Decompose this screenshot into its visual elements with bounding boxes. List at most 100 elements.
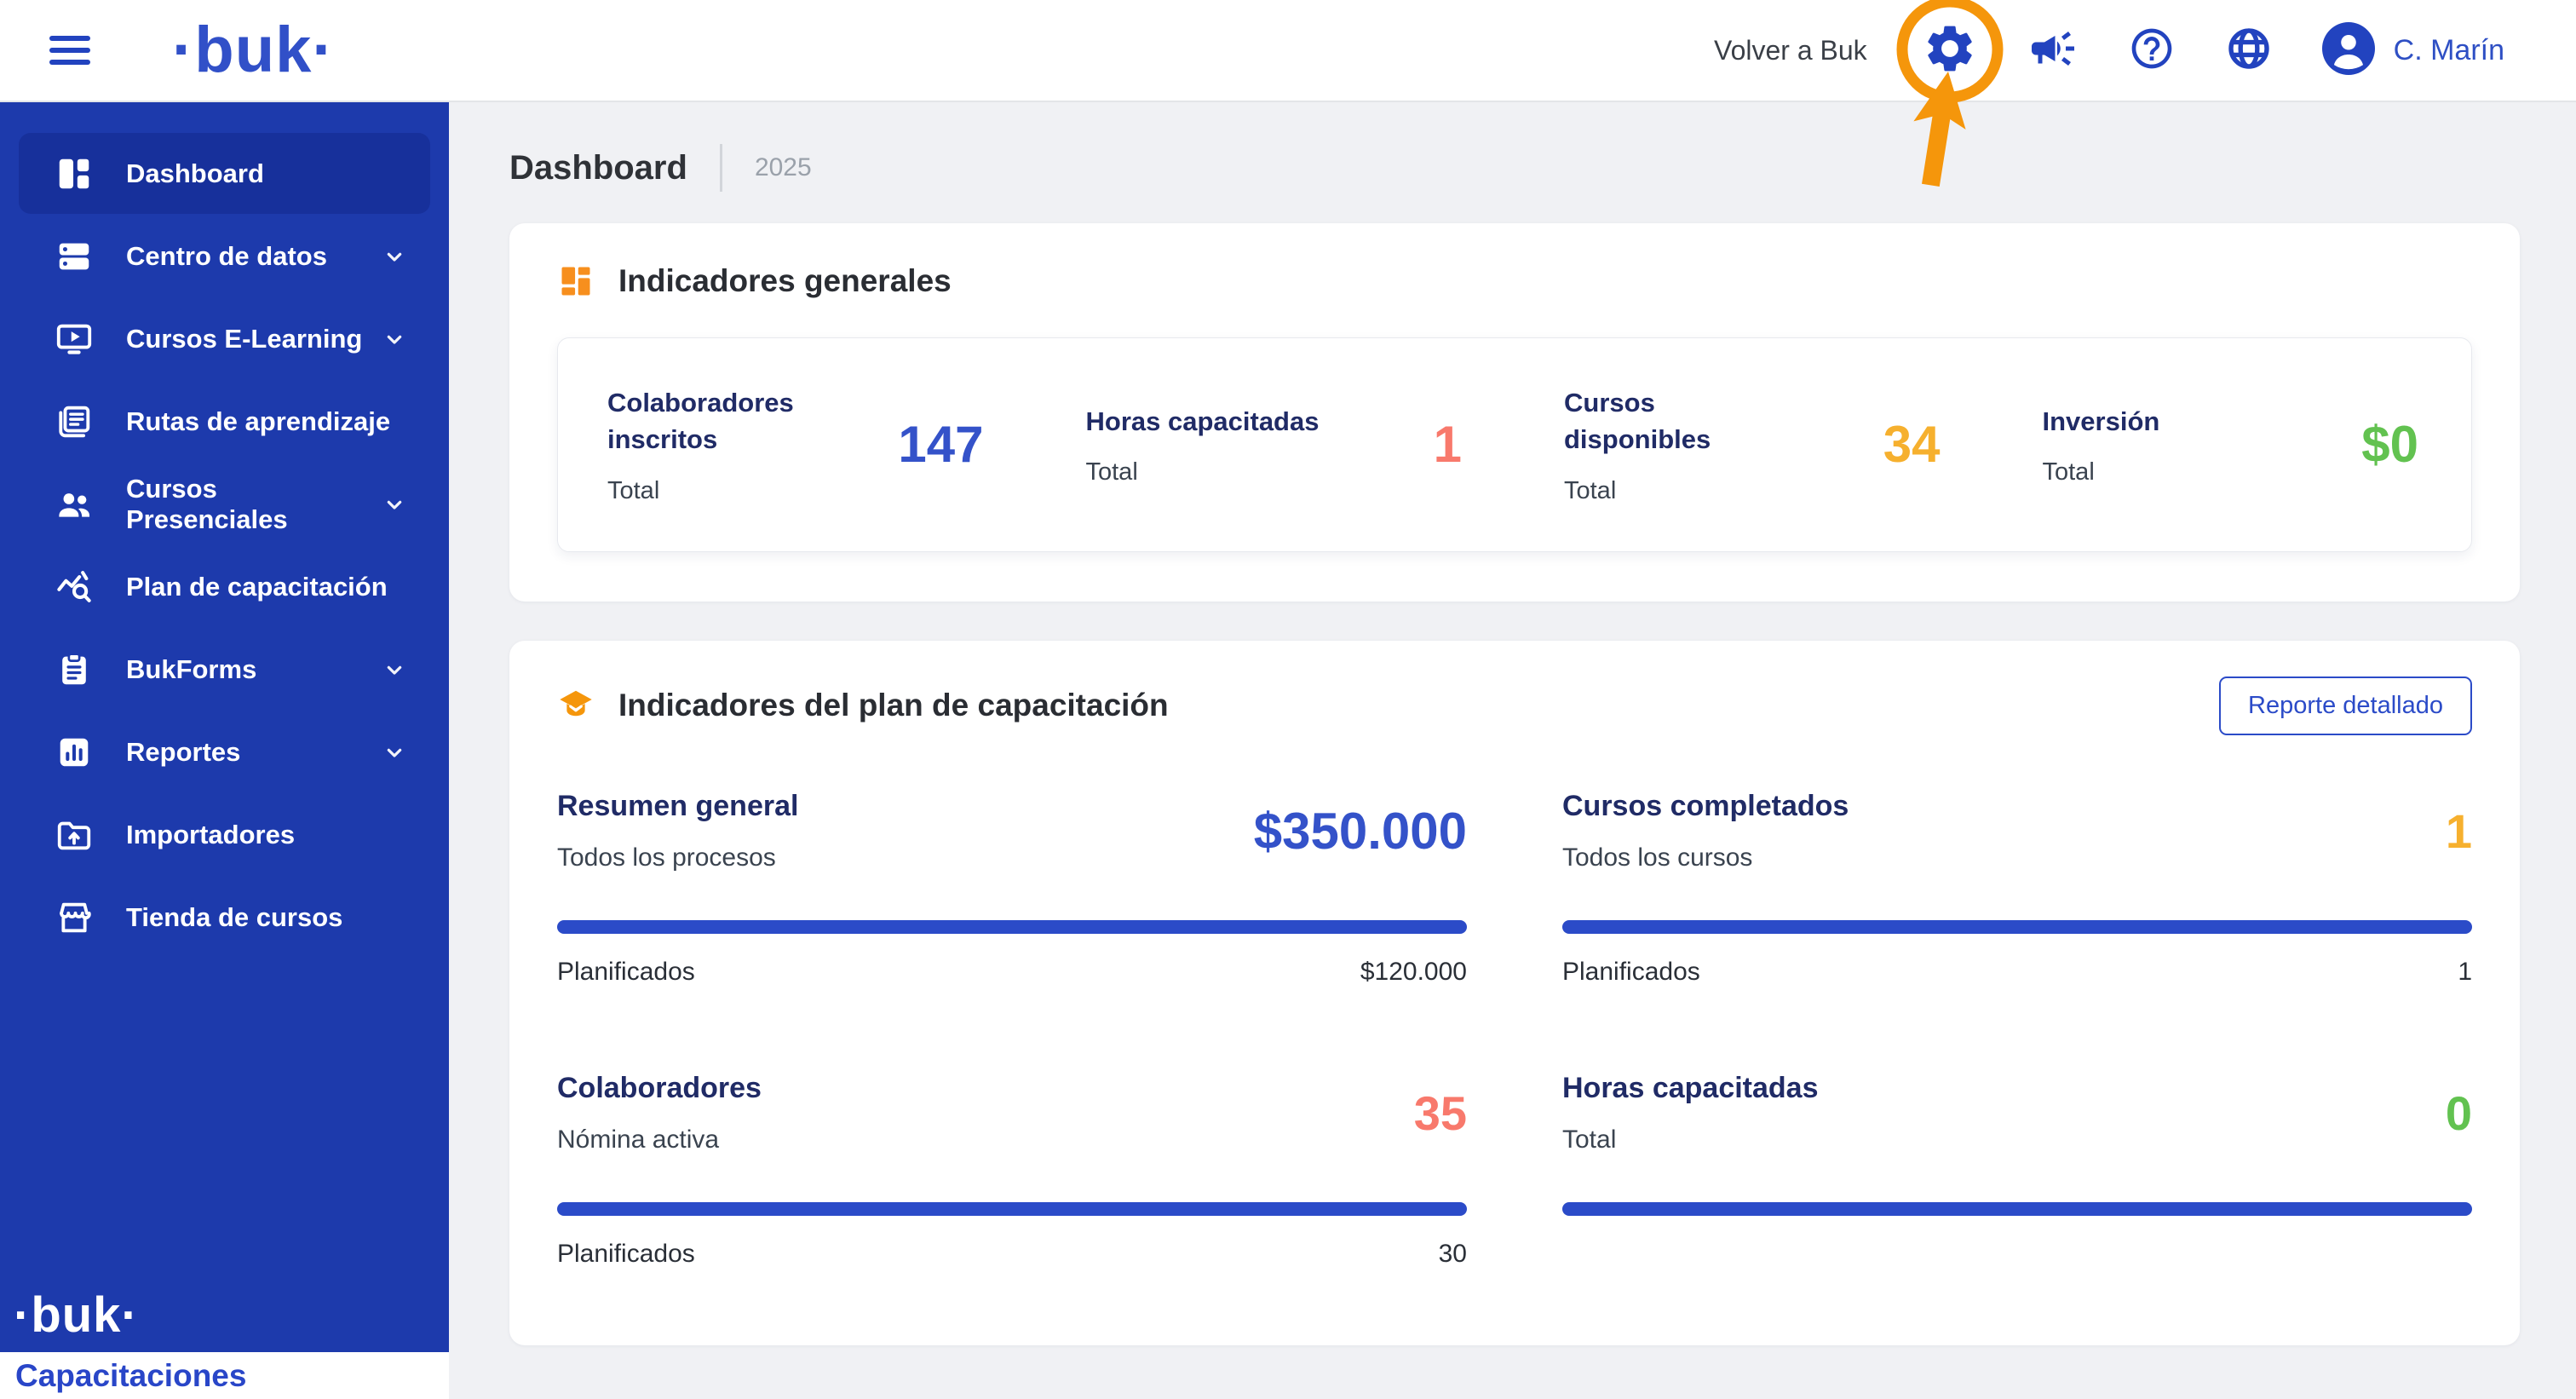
metric-label: Inversión [2042, 406, 2160, 436]
general-metrics-panel: Colaboradores inscritos Total 147 Horas … [557, 337, 2472, 552]
metric-sublabel: Total [1564, 476, 1617, 504]
plan-group-resumen-general: Resumen general Todos los procesos $350.… [557, 790, 1467, 987]
page-title: Dashboard [509, 148, 687, 187]
plan-card-title: Indicadores del plan de capacitación [618, 688, 1169, 723]
progress-bar [1562, 919, 2472, 934]
plan-group-horas-capacitadas: Horas capacitadas Total 0 [1562, 1072, 2472, 1269]
group-value: 0 [2445, 1085, 2472, 1140]
progress-bar [1562, 1201, 2472, 1216]
metric-sublabel: Total [2042, 458, 2095, 486]
metric-label: Colaboradores inscritos [607, 388, 794, 455]
plan-group-colaboradores: Colaboradores Nómina activa 35 Planifica… [557, 1072, 1467, 1269]
topbar: ·buk· Volver a Buk [0, 0, 2576, 187]
sidebar-item-label: Centro de datos [126, 240, 327, 271]
settings-gear-icon [1922, 20, 1978, 81]
period-label: 2025 [754, 153, 812, 181]
chevron-down-icon [381, 656, 408, 683]
dashboard-icon [55, 154, 94, 193]
group-subtitle: Todos los procesos [557, 843, 776, 872]
language-button[interactable] [2225, 25, 2273, 77]
chevron-down-icon [381, 491, 408, 518]
group-title: Cursos completados [1562, 789, 1849, 822]
metric-cursos-disponibles: Cursos disponibles Total 34 [1515, 384, 1993, 505]
main-content: Dashboard 2025 Indicadores generales Col… [449, 102, 2576, 1399]
sidebar: Dashboard Centro de datos Cursos E-Learn… [0, 102, 449, 1352]
menu-icon[interactable] [49, 29, 90, 72]
sidebar-item-reportes[interactable]: Reportes [19, 711, 430, 792]
sidebar-item-dashboard[interactable]: Dashboard [19, 133, 430, 214]
group-value: 35 [1413, 1085, 1467, 1140]
metric-horas-capacitadas: Horas capacitadas Total 1 [1037, 384, 1515, 505]
sidebar-item-cursos-presenciales[interactable]: Cursos Presenciales [19, 463, 430, 544]
sidebar-item-label: BukForms [126, 653, 257, 684]
group-value: $350.000 [1253, 802, 1467, 860]
detailed-report-button[interactable]: Reporte detallado [2219, 676, 2472, 735]
progress-bar [557, 919, 1467, 934]
sidebar-item-label: Tienda de cursos [126, 901, 343, 932]
plan-metrics-grid: Resumen general Todos los procesos $350.… [557, 790, 2472, 1269]
training-plan-icon [55, 567, 94, 607]
sidebar-buk-logo: ·buk· [14, 1287, 139, 1343]
reports-icon [55, 733, 94, 772]
planned-value: 30 [1438, 1239, 1467, 1268]
learning-paths-icon [55, 402, 94, 441]
globe-icon [2225, 25, 2273, 77]
group-subtitle: Todos los cursos [1562, 843, 1753, 872]
metric-sublabel: Total [1085, 458, 1138, 486]
metric-value: 34 [1883, 416, 1941, 474]
sidebar-item-label: Dashboard [126, 158, 264, 188]
chevron-down-icon [381, 243, 408, 270]
sidebar-item-bukforms[interactable]: BukForms [19, 629, 430, 710]
metric-colaboradores-inscritos: Colaboradores inscritos Total 147 [558, 384, 1037, 505]
megaphone-icon [2027, 23, 2079, 78]
chevron-down-icon [381, 325, 408, 353]
planned-value: 1 [2458, 957, 2472, 986]
general-indicators-card: Indicadores generales Colaboradores insc… [509, 223, 2520, 602]
topbar-actions: Volver a Buk [1713, 0, 2576, 187]
plan-card-header: Indicadores del plan de capacitación Rep… [557, 676, 2472, 735]
metric-label: Cursos disponibles [1564, 388, 1711, 455]
help-button[interactable] [2128, 25, 2176, 77]
group-title: Colaboradores [557, 1071, 762, 1104]
product-name-label: Capacitaciones [15, 1357, 247, 1393]
sidebar-item-importadores[interactable]: Importadores [19, 794, 430, 875]
sidebar-item-label: Cursos E-Learning [126, 323, 363, 354]
metric-value: 147 [898, 416, 984, 474]
header-divider [719, 144, 722, 192]
help-icon [2128, 25, 2176, 77]
plan-group-cursos-completados: Cursos completados Todos los cursos 1 Pl… [1562, 790, 2472, 987]
group-subtitle: Total [1562, 1125, 1617, 1154]
sidebar-item-label: Importadores [126, 819, 296, 849]
metric-label: Horas capacitadas [1085, 406, 1320, 436]
planned-label: Planificados [1562, 957, 1700, 986]
group-value: 1 [2445, 803, 2472, 858]
course-store-icon [55, 898, 94, 937]
metric-sublabel: Total [607, 476, 660, 504]
training-plan-card: Indicadores del plan de capacitación Rep… [509, 640, 2520, 1345]
sidebar-footer: Capacitaciones [0, 1352, 449, 1399]
data-center-icon [55, 237, 94, 276]
user-menu[interactable]: C. Marín [2321, 21, 2504, 79]
sidebar-item-plan-de-capacitacion[interactable]: Plan de capacitación [19, 546, 430, 627]
sidebar-item-tienda-de-cursos[interactable]: Tienda de cursos [19, 877, 430, 958]
sidebar-item-cursos-elearning[interactable]: Cursos E-Learning [19, 298, 430, 379]
importers-icon [55, 815, 94, 855]
sidebar-item-label: Reportes [126, 736, 241, 767]
announcements-button[interactable] [2027, 23, 2079, 78]
planned-label: Planificados [557, 1239, 695, 1268]
elearning-icon [55, 320, 94, 359]
sidebar-item-label: Cursos Presenciales [126, 473, 288, 534]
buk-logo: ·buk· [172, 14, 335, 86]
sidebar-item-centro-de-datos[interactable]: Centro de datos [19, 216, 430, 296]
group-title: Resumen general [557, 789, 799, 822]
clipboard-icon [55, 650, 94, 689]
settings-gear-button[interactable] [1896, 0, 2004, 187]
progress-bar [557, 1201, 1467, 1216]
metric-inversion: Inversión Total $0 [1993, 384, 2472, 505]
general-card-header: Indicadores generales [557, 262, 2472, 300]
planned-label: Planificados [557, 957, 695, 986]
sidebar-item-rutas-de-aprendizaje[interactable]: Rutas de aprendizaje [19, 381, 430, 462]
people-icon [55, 485, 94, 524]
back-to-buk-link[interactable]: Volver a Buk [1713, 34, 1867, 66]
group-subtitle: Nómina activa [557, 1125, 720, 1154]
